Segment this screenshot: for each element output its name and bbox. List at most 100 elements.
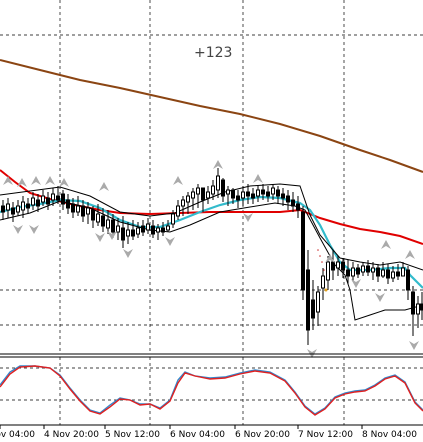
candle-body [401,267,405,277]
envelope-lines [0,183,423,321]
candle-body [41,195,45,203]
profit-annotation: +123 [194,45,232,61]
candle-body [331,261,335,271]
candle-body [136,227,140,235]
long-moving-average [0,59,423,173]
candle-body [126,229,130,237]
candle-body [251,193,255,199]
candle-body [301,211,305,291]
candle-body [346,269,350,277]
candle-body [21,201,25,211]
fractal-up-marker [45,176,55,185]
oscillator-red-line [0,365,423,416]
candlestick-series [1,168,423,345]
candle-body [81,205,85,217]
candle-body [31,197,35,206]
candle-body [181,199,185,207]
sar-dots [317,249,328,292]
fractal-up-marker [99,182,109,191]
candle-body [286,195,290,203]
candle-body [366,265,370,273]
candle-body [156,227,160,233]
fractal-down-marker [95,233,105,242]
candle-body [131,229,135,237]
candle-body [306,269,310,331]
candle-body [216,175,220,191]
candle-body [396,271,400,277]
oscillator-blue-line [0,365,423,415]
candle-body [141,225,145,233]
fractal-down-marker [107,231,117,240]
oscillator-pane[interactable] [0,357,423,425]
candle-body [151,225,155,235]
candle-body [341,261,345,271]
candle-body [76,205,80,213]
candle-body [86,207,90,215]
candle-body [196,187,200,195]
candle-body [246,191,250,197]
fractal-up-marker [17,178,27,187]
candle-body [371,267,375,273]
candle-body [211,185,215,195]
candle-body [416,303,420,315]
candle-body [266,191,270,197]
candle-body [171,213,175,225]
candle-body [276,189,280,197]
fractal-up-marker [381,240,391,249]
grid-lines [0,0,423,353]
candle-body [256,189,260,197]
candle-body [316,291,320,313]
time-axis: 4 Nov 04:00 4 Nov 20:00 5 Nov 12:00 6 No… [0,424,423,440]
candle-body [61,193,65,205]
candle-body [26,203,30,209]
fractal-down-marker [13,225,23,234]
time-label-2: 4 Nov 20:00 [44,430,99,440]
candle-body [56,195,60,201]
candle-body [36,199,40,207]
main-price-pane[interactable]: +123 [0,0,423,358]
candle-body [241,191,245,199]
candle-body [106,219,110,229]
candle-body [96,213,100,223]
time-label-7: 8 Nov 04:00 [362,430,417,440]
candle-body [66,199,70,209]
candle-body [201,187,205,201]
fractal-up-marker [325,254,335,263]
candle-body [11,207,15,215]
candle-body [420,303,423,311]
candle-body [321,275,325,289]
candle-body [71,203,75,213]
candle-body [226,189,230,195]
candle-body [411,291,415,315]
time-label-5: 6 Nov 20:00 [235,430,290,440]
candle-body [206,191,210,199]
candle-body [236,195,240,201]
candle-body [186,195,190,203]
candle-body [336,261,340,269]
fractal-up-marker [31,176,41,185]
time-label-3: 5 Nov 12:00 [105,430,160,440]
candle-body [391,271,395,279]
candle-body [326,261,330,281]
fractal-up-marker [59,178,69,187]
time-label-6: 7 Nov 12:00 [298,430,353,440]
candle-body [376,267,380,277]
candle-body [406,269,410,291]
candle-body [381,269,385,277]
fractal-up-marker [405,250,415,259]
candle-body [221,179,225,197]
candle-body [116,225,120,233]
candle-body [351,267,355,277]
fractal-down-marker [123,249,133,258]
fractal-up-marker [253,174,263,183]
candle-body [111,219,115,233]
fractal-up-marker [3,176,13,185]
candle-body [46,197,50,205]
candle-body [121,227,125,241]
candle-body [176,205,180,217]
fractal-down-marker [351,279,361,288]
candle-body [296,203,300,211]
candle-body [91,209,95,221]
fractal-down-marker [165,237,175,246]
